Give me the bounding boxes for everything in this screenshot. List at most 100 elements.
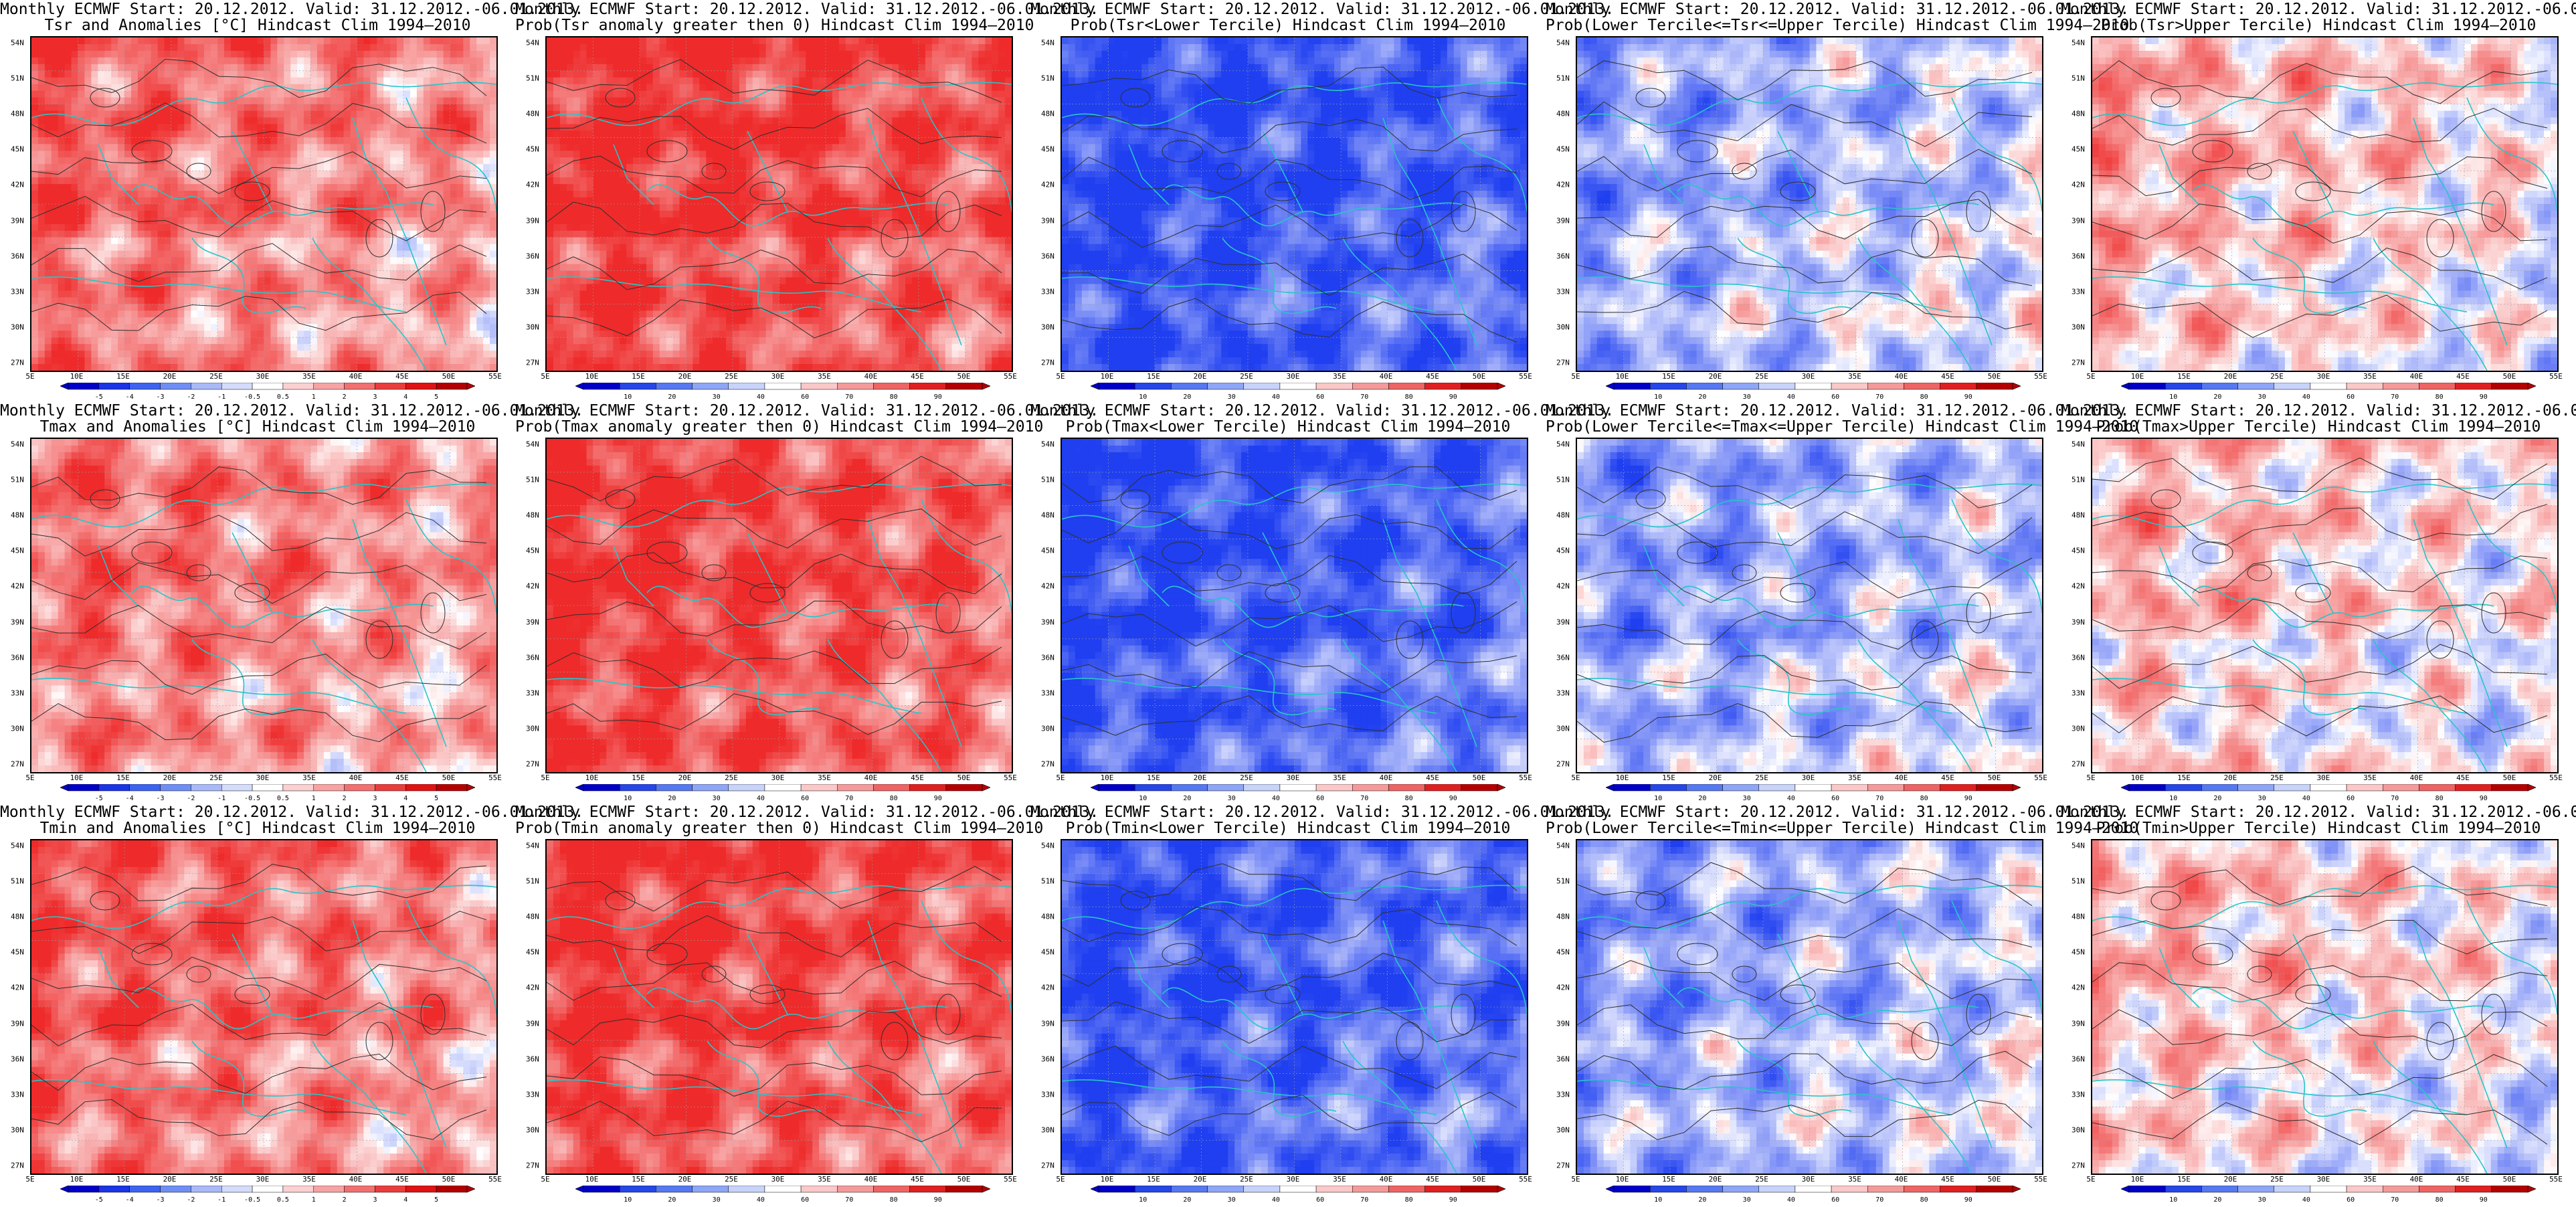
longitude-label: 30E [2317,1175,2330,1184]
map-panel-tmin-prob-positive: Monthly ECMWF Start: 20.12.2012. Valid: … [515,803,1030,1204]
colorbar-label: 90 [934,795,942,802]
colorbar-swatch [1904,1186,1940,1192]
longitude-label: 10E [2131,773,2144,782]
longitude-label: 25E [725,372,738,381]
colorbar-swatch [1795,383,1831,389]
colorbar-label: 80 [890,1196,898,1204]
colorbar-swatch [191,383,221,389]
colorbar-label: 30 [1743,795,1751,802]
latitude-label: 45N [11,145,24,154]
colorbar-label: -5 [95,795,103,802]
colorbar-label: 10 [1139,1196,1147,1204]
colorbar-label: 30 [1228,1196,1236,1204]
colorbar-label: 40 [2302,393,2310,401]
panel-title-line1: Monthly ECMWF Start: 20.12.2012. Valid: … [515,804,1030,821]
longitude-label: 20E [163,773,177,782]
colorbar-label: 70 [845,1196,853,1204]
longitude-label: 15E [116,773,130,782]
longitude-label: 5E [25,773,34,782]
colorbar-swatch [2456,784,2492,791]
colorbar-swatch [1352,383,1388,389]
colorbar-swatch [693,1186,729,1192]
colorbar-label: 20 [1698,393,1706,401]
colorbar-label: -3 [156,1196,164,1204]
longitude-label: 20E [1709,773,1722,782]
latitude-label: 36N [11,252,24,260]
colorbar-swatch [620,383,656,389]
colorbar-swatch [1135,1186,1171,1192]
map-field [1062,840,1527,1174]
colorbar-label: 80 [1920,1196,1928,1204]
colorbar-label: 90 [934,393,942,401]
latitude-label: 39N [1041,618,1054,626]
colorbar-swatches [60,1186,475,1192]
longitude-label: 45E [2456,1175,2470,1184]
colorbar-swatch [1831,383,1867,389]
longitude-label: 5E [1056,773,1065,782]
latitude-label: 51N [11,476,24,484]
longitude-label: 40E [2410,1175,2423,1184]
longitude-label: 15E [2177,1175,2191,1184]
latitude-label: 30N [2072,1125,2085,1134]
longitude-label: 40E [1895,1175,1908,1184]
longitude-label: 15E [1662,773,1675,782]
colorbar-label: 40 [1787,1196,1795,1204]
longitude-label: 15E [1662,372,1675,381]
colorbar-swatch [873,383,909,389]
colorbar-swatch [1723,1186,1759,1192]
panel-title-line2: Prob(Lower Tercile<=Tsr<=Upper Tercile) … [1546,17,2061,34]
longitude-label: 10E [70,1175,84,1184]
colorbar-swatch [1614,784,1650,791]
colorbar-swatch [375,1186,405,1192]
colorbar-label: 40 [757,1196,765,1204]
latitude-label: 54N [526,440,539,449]
colorbar-label: 3 [373,795,377,802]
colorbar-swatch [1759,784,1795,791]
colorbar-swatch [1723,383,1759,389]
longitude-label: 50E [957,773,971,782]
latitude-label: 48N [526,913,539,921]
colorbar-swatch [2238,784,2274,791]
latitude-label: 54N [526,842,539,850]
colorbar-swatch [1280,1186,1316,1192]
latitude-label: 36N [526,252,539,260]
colorbar-swatch [1686,383,1722,389]
panel-title-line2: Prob(Tmin anomaly greater then 0) Hindca… [515,820,1030,837]
longitude-label: 40E [1380,372,1393,381]
colorbar-label: 40 [2302,1196,2310,1204]
colorbar-label: -2 [187,795,195,802]
longitude-label: 15E [2177,773,2191,782]
longitude-label: 50E [442,372,456,381]
colorbar-swatch [801,784,837,791]
longitude-label: 50E [1988,773,2001,782]
colorbar-swatch [252,784,283,791]
colorbar-label: -4 [126,795,134,802]
latitude-label: 33N [1041,287,1054,296]
colorbar-swatch [693,784,729,791]
latitude-label: 39N [2072,1019,2085,1028]
longitude-label: 25E [209,773,223,782]
map-plot-area [1061,839,1528,1175]
colorbar-label: 60 [1316,1196,1324,1204]
colorbar-swatch [1135,784,1171,791]
latitude-label: 27N [526,359,539,367]
latitude-label: 45N [1556,948,1570,957]
colorbar-swatch [1352,1186,1388,1192]
colorbar-swatch [1867,784,1904,791]
latitude-label: 54N [1556,842,1570,850]
colorbar-swatch [1940,784,1976,791]
colorbar-label: 80 [1405,393,1413,401]
longitude-label: 50E [442,773,456,782]
longitude-label: 25E [1755,372,1768,381]
colorbar-label: -0.5 [244,393,260,401]
colorbar-label: 20 [1183,393,1191,401]
colorbar-swatch [1976,1186,2013,1192]
colorbar-swatch [345,1186,375,1192]
panel-title-line2: Tsr and Anomalies [°C] Hindcast Clim 199… [0,17,515,34]
colorbar-swatch [765,383,801,389]
